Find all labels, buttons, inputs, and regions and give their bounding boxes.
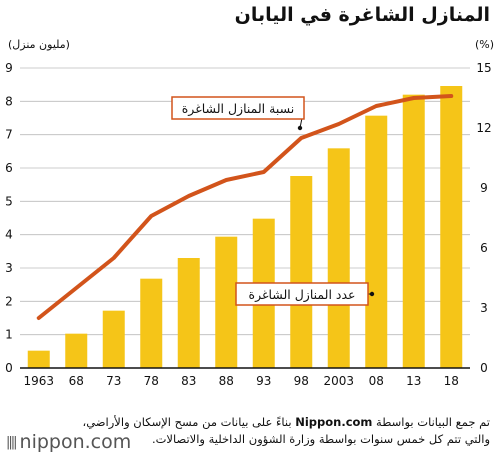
count-callout-dot [369,291,375,297]
left-tick-label: 3 [5,261,13,275]
x-tick-label: 18 [444,374,459,388]
bar [65,333,88,368]
bar [440,86,463,368]
bar [327,148,350,368]
x-tick-label: 93 [256,374,271,388]
bar [365,115,388,369]
logo-mark: |||| [6,435,17,450]
right-tick-label: 9 [480,181,488,195]
source-text-rest: بناءً على بيانات من مسح الإسكان والأراضي… [82,415,296,429]
bar-layer [27,86,463,369]
left-tick-label: 8 [5,94,13,108]
right-tick-label: 15 [476,61,491,75]
left-tick-label: 1 [5,328,13,342]
x-tick-label: 08 [369,374,384,388]
bar [102,310,125,368]
left-tick-label: 9 [5,61,13,75]
x-tick-label: 2003 [323,374,354,388]
left-tick-label: 2 [5,294,13,308]
left-tick-label: 6 [5,161,13,175]
x-tick-label: 73 [106,374,121,388]
source-note: تم جمع البيانات بواسطة Nippon.com بناءً … [83,414,491,448]
x-tick-label: 68 [69,374,84,388]
ratio-callout-box [171,96,305,120]
x-tick-label: 83 [181,374,196,388]
left-tick-label: 4 [5,228,13,242]
left-tick-label: 0 [5,361,13,375]
left-tick-label: 5 [5,194,13,208]
x-tick-label: 1963 [23,374,54,388]
count-callout-text: عدد المنازل الشاغرة [249,287,356,303]
label-layer: نسبة المنازل الشاغرة عدد المنازل الشاغرة [171,96,375,306]
ratio-callout-dot [297,125,303,131]
bar [177,258,200,368]
source-line-1: تم جمع البيانات بواسطة Nippon.com بناءً … [83,414,491,431]
bar [140,278,163,368]
left-axis-unit: (مليون منزل) [8,38,70,51]
line-layer [36,94,454,320]
source-line-2: والتي تتم كل خمس سنوات بواسطة وزارة الشؤ… [151,432,490,446]
x-tick-label: 78 [144,374,159,388]
right-tick-label: 12 [476,121,491,135]
right-tick-label: 0 [480,361,488,375]
bar [402,94,425,369]
ratio-callout-text: نسبة المنازل الشاغرة [182,101,294,117]
ratio-line [36,94,454,320]
right-tick-label: 3 [480,301,488,315]
right-tick-label: 6 [480,241,488,255]
left-tick-label: 7 [5,128,13,142]
x-tick-label: 98 [294,374,309,388]
source-text: تم جمع البيانات بواسطة [372,415,490,429]
count-callout-box [235,282,369,306]
logo-text: nippon.com [19,431,132,453]
bar [215,236,238,368]
bar [27,350,50,368]
right-axis-unit: (%) [474,38,494,51]
bar [290,176,313,368]
page-title: المنازل الشاغرة في اليابان [234,4,490,26]
source-brand: Nippon.com [295,415,373,429]
nippon-logo: |||| nippon.com [6,431,131,453]
x-tick-label: 88 [219,374,234,388]
x-tick-label: 13 [406,374,421,388]
